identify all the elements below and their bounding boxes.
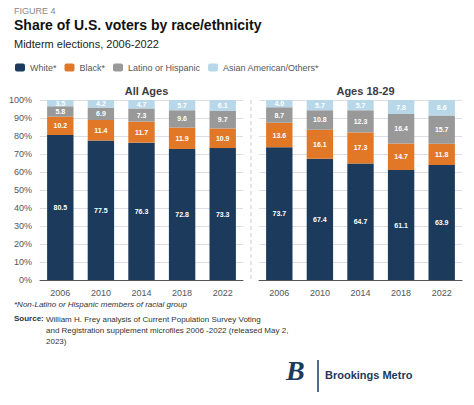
svg-text:5.7: 5.7	[315, 102, 325, 109]
svg-text:4.2: 4.2	[96, 100, 106, 107]
svg-text:2006: 2006	[50, 288, 70, 298]
svg-text:8.6: 8.6	[437, 104, 447, 111]
svg-text:5.7: 5.7	[177, 102, 187, 109]
svg-text:70%: 70%	[14, 149, 32, 159]
svg-text:2010: 2010	[91, 288, 111, 298]
svg-text:Midterm elections, 2006-2022: Midterm elections, 2006-2022	[14, 38, 159, 50]
svg-text:100%: 100%	[9, 95, 32, 105]
svg-text:60%: 60%	[14, 167, 32, 177]
svg-text:73.7: 73.7	[272, 210, 286, 217]
svg-text:2006: 2006	[269, 288, 289, 298]
svg-text:5.7: 5.7	[356, 102, 366, 109]
svg-text:67.4: 67.4	[313, 216, 327, 223]
svg-text:10%: 10%	[14, 257, 32, 267]
svg-text:B: B	[285, 355, 305, 386]
svg-text:4.0: 4.0	[274, 100, 284, 107]
svg-text:72.8: 72.8	[175, 211, 189, 218]
svg-text:9.7: 9.7	[218, 116, 228, 123]
svg-text:40%: 40%	[14, 203, 32, 213]
svg-text:13.6: 13.6	[272, 132, 286, 139]
svg-text:77.5: 77.5	[94, 207, 108, 214]
svg-text:80.5: 80.5	[53, 204, 67, 211]
svg-text:*Non-Latino or Hispanic member: *Non-Latino or Hispanic members of racia…	[14, 300, 188, 309]
svg-text:0%: 0%	[19, 275, 32, 285]
svg-text:Asian American/Others*: Asian American/Others*	[223, 63, 319, 73]
svg-text:10.8: 10.8	[313, 116, 327, 123]
svg-text:10.9: 10.9	[216, 135, 230, 142]
svg-text:76.3: 76.3	[135, 208, 149, 215]
svg-text:3.5: 3.5	[55, 100, 65, 107]
svg-text:11.4: 11.4	[94, 127, 107, 134]
svg-text:20%: 20%	[14, 239, 32, 249]
svg-text:2014: 2014	[131, 288, 151, 298]
svg-text:2023): 2023)	[46, 337, 67, 346]
svg-text:2022: 2022	[432, 288, 452, 298]
svg-text:16.4: 16.4	[394, 125, 408, 132]
svg-text:7.8: 7.8	[396, 104, 406, 111]
svg-text:90%: 90%	[14, 113, 32, 123]
svg-text:9.6: 9.6	[177, 115, 187, 122]
svg-text:17.3: 17.3	[354, 144, 368, 151]
svg-text:2018: 2018	[391, 288, 411, 298]
svg-text:2010: 2010	[310, 288, 330, 298]
svg-text:8.7: 8.7	[274, 112, 284, 119]
svg-text:30%: 30%	[14, 221, 32, 231]
svg-text:15.7: 15.7	[435, 126, 449, 133]
svg-text:63.9: 63.9	[435, 219, 449, 226]
svg-text:11.7: 11.7	[135, 129, 148, 136]
svg-text:Latino or Hispanic: Latino or Hispanic	[128, 63, 201, 73]
svg-text:61.1: 61.1	[394, 222, 408, 229]
svg-text:6.9: 6.9	[96, 110, 106, 117]
svg-text:Brookings Metro: Brookings Metro	[325, 369, 413, 381]
svg-text:11.9: 11.9	[175, 135, 188, 142]
svg-text:50%: 50%	[14, 185, 32, 195]
svg-text:11.8: 11.8	[435, 151, 448, 158]
svg-text:16.1: 16.1	[313, 141, 327, 148]
svg-text:12.3: 12.3	[354, 118, 368, 125]
svg-text:64.7: 64.7	[354, 218, 368, 225]
svg-text:Black*: Black*	[80, 63, 106, 73]
svg-text:14.7: 14.7	[394, 153, 408, 160]
svg-text:73.3: 73.3	[216, 211, 230, 218]
svg-text:5.8: 5.8	[55, 108, 65, 115]
svg-text:80%: 80%	[14, 131, 32, 141]
svg-text:William H. Frey analysis of Cu: William H. Frey analysis of Current Popu…	[46, 315, 261, 324]
svg-text:Source:: Source:	[14, 314, 44, 323]
svg-text:FIGURE 4: FIGURE 4	[14, 6, 56, 16]
svg-text:2022: 2022	[213, 288, 233, 298]
svg-text:and Registration supplement mi: and Registration supplement microfiles 2…	[46, 326, 288, 335]
svg-text:Ages 18-29: Ages 18-29	[336, 85, 394, 97]
svg-text:2018: 2018	[172, 288, 192, 298]
svg-text:7.3: 7.3	[137, 112, 147, 119]
svg-text:All Ages: All Ages	[125, 85, 169, 97]
svg-text:4.7: 4.7	[137, 101, 147, 108]
svg-text:2014: 2014	[350, 288, 370, 298]
svg-text:White*: White*	[30, 63, 57, 73]
svg-text:6.1: 6.1	[218, 102, 228, 109]
svg-text:Share of U.S. voters by race/e: Share of U.S. voters by race/ethnicity	[14, 17, 262, 33]
svg-text:10.2: 10.2	[53, 122, 67, 129]
